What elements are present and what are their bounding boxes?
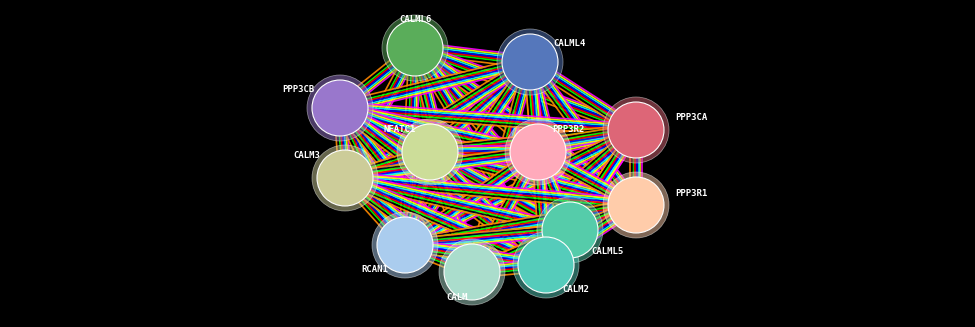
Text: CALML4: CALML4 bbox=[554, 40, 586, 48]
Circle shape bbox=[377, 217, 433, 273]
Text: CALM: CALM bbox=[447, 294, 468, 302]
Circle shape bbox=[387, 20, 443, 76]
Circle shape bbox=[371, 212, 438, 278]
Circle shape bbox=[312, 145, 378, 211]
Circle shape bbox=[608, 177, 664, 233]
Text: CALM2: CALM2 bbox=[563, 284, 590, 294]
Circle shape bbox=[542, 202, 598, 258]
Circle shape bbox=[439, 239, 505, 305]
Circle shape bbox=[397, 119, 463, 185]
Text: PPP3R1: PPP3R1 bbox=[675, 188, 707, 198]
Circle shape bbox=[502, 34, 558, 90]
Circle shape bbox=[513, 232, 579, 298]
Circle shape bbox=[307, 75, 373, 141]
Text: CALM3: CALM3 bbox=[293, 151, 321, 161]
Text: PPP3R2: PPP3R2 bbox=[552, 126, 584, 134]
Circle shape bbox=[382, 15, 448, 81]
Circle shape bbox=[608, 102, 664, 158]
Text: RCAN1: RCAN1 bbox=[362, 265, 388, 273]
Circle shape bbox=[444, 244, 500, 300]
Circle shape bbox=[603, 97, 669, 163]
Text: NFATC1: NFATC1 bbox=[384, 126, 416, 134]
Text: PPP3CB: PPP3CB bbox=[282, 85, 314, 95]
Text: CALML5: CALML5 bbox=[592, 248, 624, 256]
Circle shape bbox=[603, 172, 669, 238]
Circle shape bbox=[537, 197, 604, 263]
Circle shape bbox=[312, 80, 368, 136]
Text: CALML6: CALML6 bbox=[399, 15, 431, 25]
Circle shape bbox=[402, 124, 458, 180]
Circle shape bbox=[510, 124, 566, 180]
Circle shape bbox=[497, 29, 563, 95]
Circle shape bbox=[518, 237, 574, 293]
Text: PPP3CA: PPP3CA bbox=[675, 113, 707, 123]
Circle shape bbox=[505, 119, 571, 185]
Circle shape bbox=[317, 150, 373, 206]
